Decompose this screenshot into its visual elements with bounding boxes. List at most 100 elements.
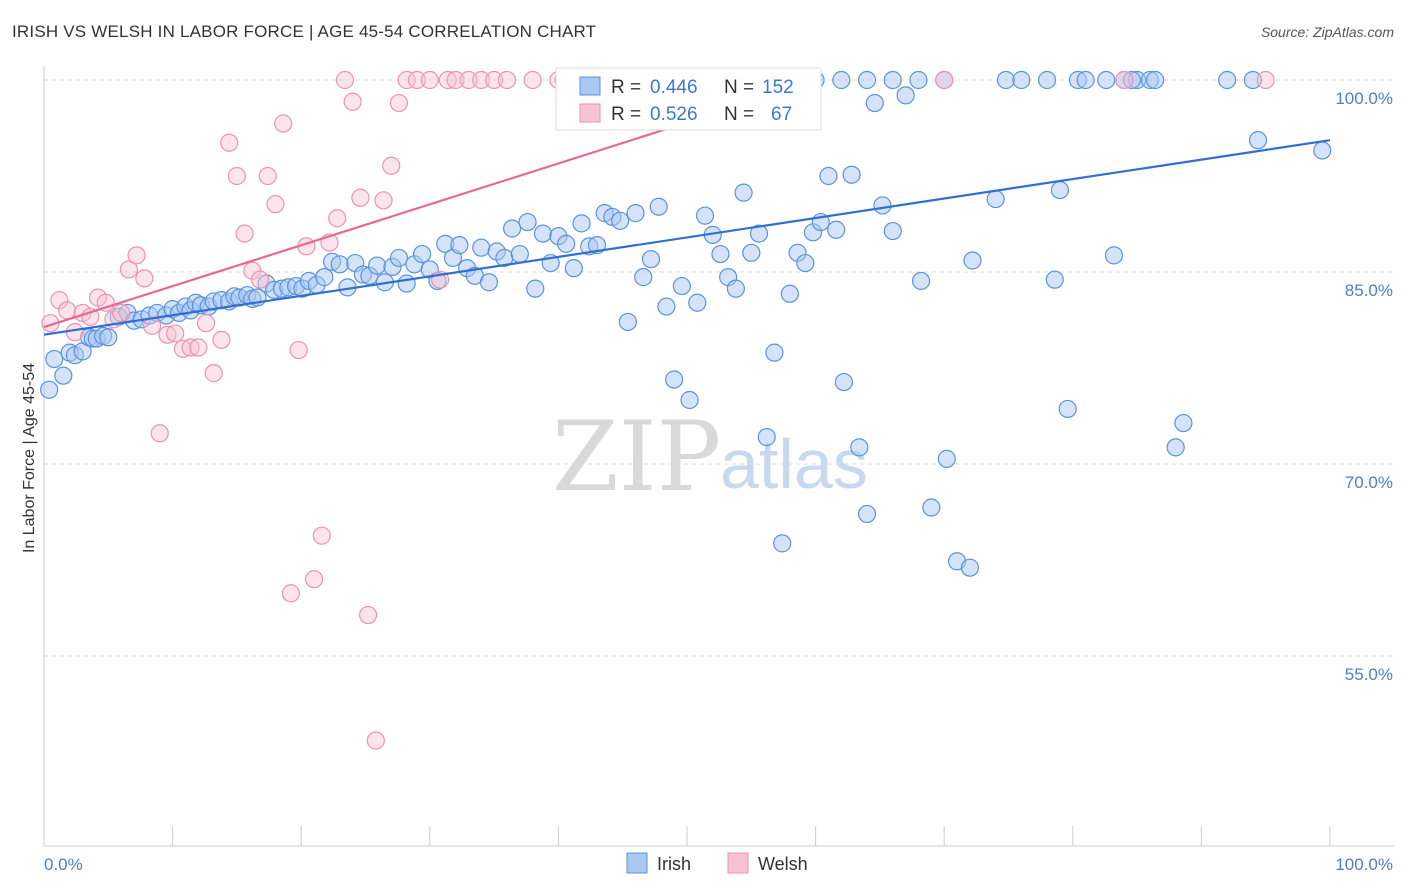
welsh-point xyxy=(266,195,285,214)
legend-welsh-r-value: 0.526 xyxy=(650,104,698,125)
irish-point xyxy=(883,221,902,241)
watermark-atlas: atlas xyxy=(720,425,868,503)
x-tick-label-0: 0.0% xyxy=(44,855,83,874)
irish-point xyxy=(1243,70,1262,90)
irish-point xyxy=(742,243,761,262)
welsh-point xyxy=(497,70,517,90)
irish-point xyxy=(726,279,745,298)
irish-point xyxy=(40,380,59,399)
irish-point xyxy=(695,206,715,225)
irish-point xyxy=(45,349,64,369)
welsh-point xyxy=(119,260,138,279)
welsh-point xyxy=(935,70,954,90)
series-legend: Irish Welsh xyxy=(626,852,808,874)
welsh-point xyxy=(438,70,457,90)
welsh-point xyxy=(250,270,270,289)
irish-point xyxy=(564,259,583,278)
irish-point xyxy=(832,70,851,90)
irish-point xyxy=(996,70,1016,90)
x-tick-labels: 0.0% 100.0% xyxy=(44,855,1393,874)
irish-point xyxy=(557,234,576,253)
legend-irish-r-value: 0.446 xyxy=(650,77,698,98)
welsh-point xyxy=(472,70,491,90)
irish-point xyxy=(315,268,334,287)
welsh-point xyxy=(50,291,69,310)
welsh-point xyxy=(65,323,84,342)
watermark-zip: ZIP xyxy=(552,401,721,513)
welsh-point xyxy=(382,156,401,175)
irish-point xyxy=(734,183,753,202)
welsh-point xyxy=(220,133,239,152)
welsh-point xyxy=(358,605,378,625)
irish-point xyxy=(896,86,915,105)
irish-point xyxy=(765,343,784,362)
legend-irish-n-value: 152 xyxy=(762,77,794,98)
irish-point xyxy=(865,93,884,113)
welsh-point xyxy=(312,526,331,545)
irish-point xyxy=(857,70,877,90)
welsh-point xyxy=(58,301,77,320)
irish-point xyxy=(1050,180,1070,200)
irish-point xyxy=(827,220,846,239)
legend-swatch-welsh xyxy=(579,103,601,123)
irish-point xyxy=(330,255,349,274)
y-tick-label: 100.0% xyxy=(1335,89,1393,108)
welsh-point xyxy=(1115,70,1134,90)
irish-point xyxy=(1045,270,1064,289)
irish-point xyxy=(773,534,792,553)
welsh-point xyxy=(397,70,416,90)
welsh-point xyxy=(258,166,277,186)
irish-point xyxy=(986,189,1005,209)
welsh-point xyxy=(142,316,162,335)
irish-point xyxy=(1174,413,1193,433)
irish-point xyxy=(937,449,956,468)
irish-point xyxy=(883,70,902,90)
correlation-legend: R = 0.446 N = 152 R = 0.526 N = 67 xyxy=(555,67,822,131)
watermark: ZIP atlas xyxy=(552,401,868,513)
irish-point xyxy=(99,328,118,347)
bottom-legend-swatch-irish xyxy=(626,852,648,874)
irish-point xyxy=(397,274,416,293)
legend-irish-n-label: N = xyxy=(724,77,754,98)
irish-point xyxy=(572,214,591,233)
welsh-point xyxy=(274,114,293,133)
irish-point xyxy=(963,251,982,270)
welsh-point xyxy=(1256,70,1275,90)
welsh-point xyxy=(204,364,223,383)
welsh-point xyxy=(112,303,131,323)
welsh-point xyxy=(173,339,192,358)
welsh-point xyxy=(135,269,154,288)
legend-irish-r-label: R = xyxy=(611,77,641,98)
bottom-legend-irish: Irish xyxy=(657,854,691,874)
irish-point xyxy=(518,212,537,232)
irish-point xyxy=(749,224,769,243)
welsh-point xyxy=(127,246,146,265)
irish-point xyxy=(510,244,529,264)
legend-welsh-r-label: R = xyxy=(611,104,641,125)
irish-point xyxy=(850,438,869,457)
irish-point xyxy=(857,504,877,524)
irish-point xyxy=(1012,70,1031,90)
irish-point xyxy=(472,238,491,257)
welsh-point xyxy=(328,209,347,228)
irish-point xyxy=(412,244,432,264)
irish-point xyxy=(389,248,409,268)
legend-swatch-irish xyxy=(579,76,601,96)
irish-point xyxy=(54,366,73,385)
irish-point xyxy=(1248,131,1268,150)
axes xyxy=(43,66,1394,847)
irish-point xyxy=(1104,246,1124,265)
irish-point xyxy=(533,224,553,243)
irish-point xyxy=(1037,70,1057,90)
page-title: IRISH VS WELSH IN LABOR FORCE | AGE 45-5… xyxy=(12,22,597,41)
irish-point xyxy=(1313,141,1332,160)
irish-point xyxy=(634,268,653,287)
source-label: Source: ZipAtlas.com xyxy=(1260,24,1394,40)
welsh-point xyxy=(235,224,254,243)
irish-point xyxy=(796,253,815,273)
y-tick-labels: 55.0% 70.0% 85.0% 100.0% xyxy=(1335,89,1393,684)
irish-point xyxy=(626,204,645,223)
irish-point xyxy=(911,271,931,291)
irish-point xyxy=(479,273,499,292)
